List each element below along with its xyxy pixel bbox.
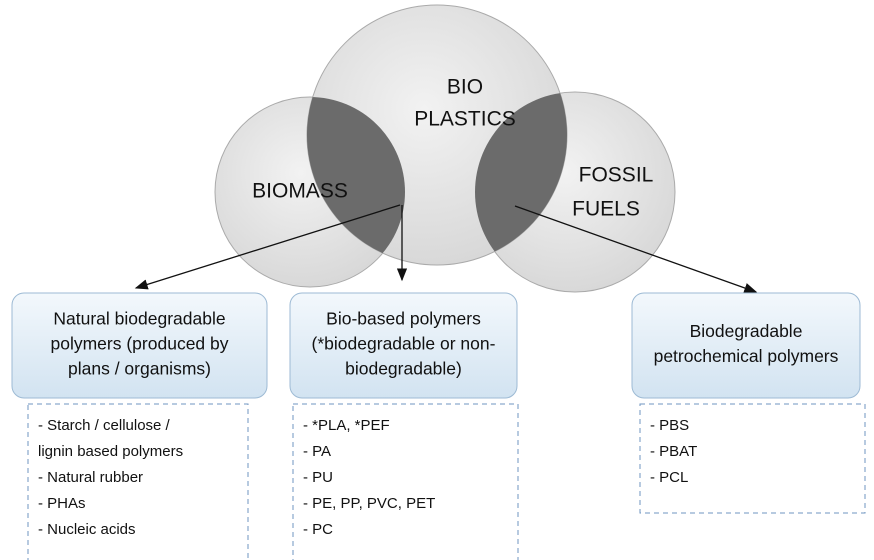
circle-label: FOSSIL [579, 164, 654, 187]
list-item: - *PLA, *PEF [303, 417, 390, 434]
circle-label: FUELS [572, 198, 640, 221]
box-title: plans / organisms) [68, 359, 211, 379]
box-title: (*biodegradable or non- [312, 334, 496, 354]
category-box [631, 292, 861, 399]
box-title: biodegradable) [345, 359, 462, 379]
box-title: Biodegradable [690, 321, 803, 341]
circle-label: BIOMASS [252, 180, 348, 203]
list-item: - PA [303, 443, 331, 460]
box-title: Natural biodegradable [53, 309, 225, 329]
box-title: polymers (produced by [51, 334, 229, 354]
list-box [639, 403, 866, 514]
list-item: - PBAT [650, 443, 697, 460]
list-item: - PBS [650, 417, 689, 434]
list-item: - Starch / cellulose / [38, 417, 171, 434]
arrow [514, 205, 758, 293]
category-box [11, 292, 268, 399]
list-item: - Nucleic acids [38, 521, 136, 538]
box-title: petrochemical polymers [654, 346, 839, 366]
box-title: Bio-based polymers [326, 309, 481, 329]
venn: BIOMASS BIO PLASTICS FOSSIL FUELS [214, 4, 676, 293]
list-item: - PC [303, 521, 333, 538]
boxes: Natural biodegradable polymers (produced … [11, 292, 866, 560]
list-box [292, 403, 519, 560]
list-item: - PHAs [38, 495, 86, 512]
list-box [27, 403, 249, 560]
list-item: - PE, PP, PVC, PET [303, 495, 435, 512]
list-item: - Natural rubber [38, 469, 143, 486]
category-box [289, 292, 518, 399]
list-item: lignin based polymers [38, 443, 183, 460]
arrows [134, 204, 758, 293]
circle-label: BIO [447, 76, 483, 99]
arrow [134, 204, 401, 290]
circle-label: PLASTICS [414, 108, 516, 131]
list-item: - PCL [650, 469, 688, 486]
list-item: - PU [303, 469, 333, 486]
